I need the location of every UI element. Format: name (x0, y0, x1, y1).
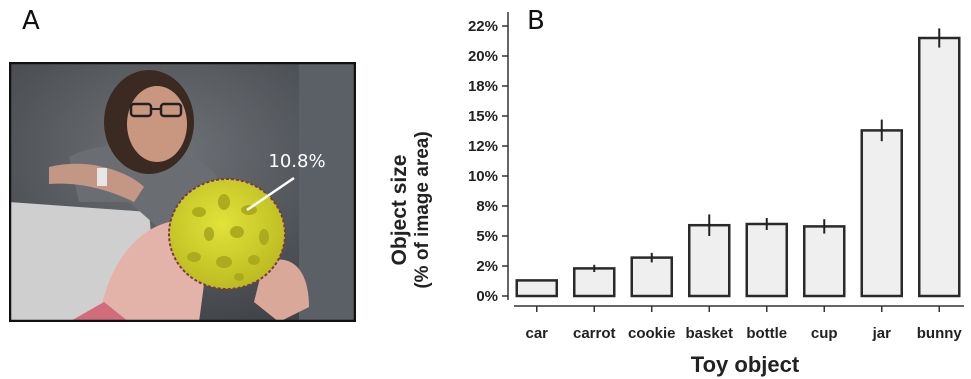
y-axis: 0% 2% 5% 8% 10% 12% 15% 18% 20% 22% (468, 12, 509, 305)
x-tick-label-bottle: bottle (746, 325, 787, 342)
y-tick-label: 0% (476, 288, 498, 305)
x-axis: car carrot cookie basket bottle cup jar bunny (514, 305, 964, 342)
bar-cookie (630, 256, 673, 298)
x-tick-label-cookie: cookie (628, 325, 676, 342)
child-holding-cookie-photo: 10.8% (9, 62, 356, 322)
y-axis-title-unit: (% of image area) (412, 131, 433, 288)
object-size-bar-chart: 0% 2% 5% 8% 10% 12% 15% 18% 20% 22% car carrot cook… (388, 12, 964, 377)
y-tick-label: 10% (468, 168, 498, 185)
bar-bottle (745, 222, 788, 298)
photo-annotation: 10.8% (268, 151, 325, 172)
y-tick-label: 22% (468, 18, 498, 35)
bars (515, 28, 961, 298)
panel-label-a: A (22, 6, 40, 36)
x-tick-label-car: car (525, 325, 548, 342)
y-tick-label: 15% (468, 108, 498, 125)
x-axis-title: Toy object (691, 352, 800, 377)
y-tick-label: 2% (476, 258, 498, 275)
x-tick-label-cup: cup (811, 325, 838, 342)
y-tick-label: 20% (468, 48, 498, 65)
y-tick-label: 12% (468, 138, 498, 155)
x-tick-label-jar: jar (872, 325, 892, 342)
bar-cup (803, 225, 846, 298)
x-tick-label-basket: basket (685, 325, 733, 342)
bar-bunny (918, 36, 961, 298)
y-tick-label: 5% (476, 228, 498, 245)
panel-label-b: B (527, 6, 545, 36)
y-axis-title: Object size (388, 155, 411, 266)
x-tick-label-bunny: bunny (917, 325, 963, 342)
bar-jar (860, 129, 903, 298)
bar-carrot (573, 267, 616, 298)
bar-car (515, 279, 558, 298)
x-tick-label-carrot: carrot (573, 325, 616, 342)
y-tick-label: 8% (476, 198, 498, 215)
y-tick-label: 18% (468, 78, 498, 95)
